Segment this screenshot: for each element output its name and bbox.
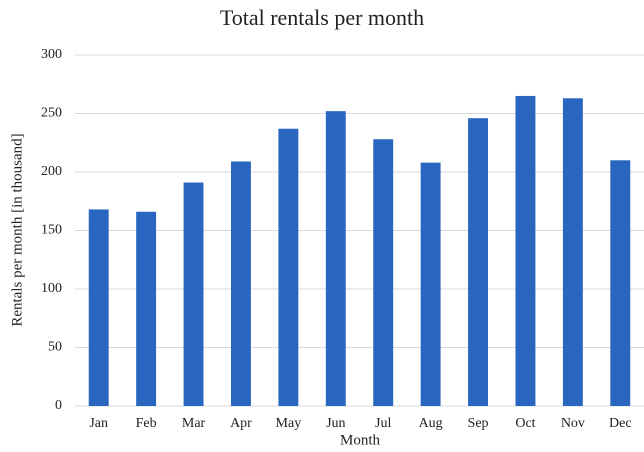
- x-tick-label: Jul: [375, 416, 391, 431]
- x-tick-label: Aug: [419, 416, 443, 431]
- bar: [183, 182, 204, 406]
- x-tick-label: Nov: [561, 416, 585, 431]
- x-tick-label: Oct: [515, 416, 535, 431]
- bar: [420, 162, 441, 406]
- x-tick-label: Sep: [468, 416, 489, 431]
- y-tick-label: 150: [41, 223, 62, 238]
- y-tick-label: 300: [41, 47, 62, 62]
- chart-title: Total rentals per month: [220, 5, 424, 30]
- bar: [468, 118, 488, 407]
- bar: [325, 111, 346, 406]
- x-tick-label: Feb: [136, 416, 157, 431]
- y-tick-label: 200: [41, 164, 62, 179]
- y-tick-label: 250: [41, 106, 62, 121]
- bar: [373, 139, 394, 407]
- bar: [562, 98, 583, 406]
- y-tick-label: 100: [41, 281, 62, 296]
- x-tick-label: Jun: [326, 416, 345, 431]
- x-tick-label: Jan: [89, 416, 108, 431]
- bar: [515, 95, 536, 406]
- x-tick-label: Mar: [182, 416, 206, 431]
- x-axis-label: Month: [340, 432, 381, 448]
- x-tick-label: Apr: [230, 416, 252, 431]
- y-axis-label: Rentals per month [in thousand]: [9, 133, 25, 326]
- bar: [231, 161, 251, 406]
- bar: [136, 211, 157, 406]
- bar: [88, 209, 109, 406]
- x-tick-label: Dec: [609, 416, 632, 431]
- bar: [610, 160, 631, 406]
- y-tick-label: 0: [55, 398, 62, 413]
- y-tick-label: 50: [48, 340, 62, 355]
- bar: [278, 128, 299, 406]
- x-tick-label: May: [276, 416, 302, 431]
